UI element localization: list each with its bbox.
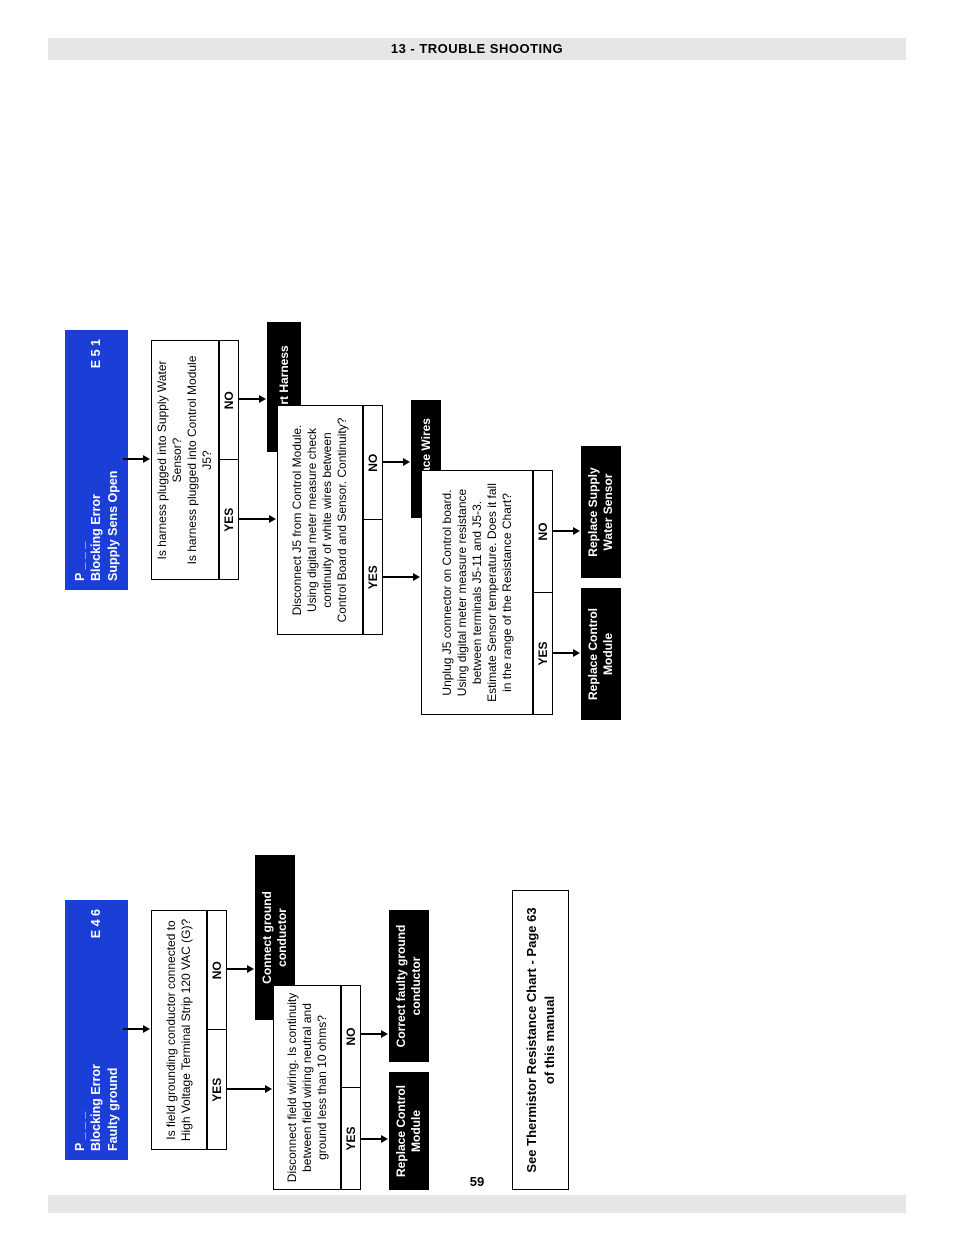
- e46-hdr-line3: Faulty ground: [106, 1068, 120, 1151]
- e51-hdr-line2: Blocking Error: [89, 494, 103, 581]
- e51-header: P _ _ _ Blocking Error E 5 1 Supply Sens…: [65, 330, 128, 590]
- arrowhead-icon: [381, 1031, 388, 1039]
- arrow: [123, 459, 145, 461]
- arrow: [239, 399, 261, 401]
- e51-q2-split: YES NO: [363, 405, 383, 635]
- e51-q1-split: YES NO: [219, 340, 239, 580]
- page-number: 59: [0, 1174, 954, 1189]
- arrow: [383, 462, 405, 464]
- e46-q1: Is field grounding conductor connected t…: [151, 910, 207, 1150]
- arrowhead-icon: [413, 574, 420, 582]
- arrowhead-icon: [259, 396, 266, 404]
- e46-q2-split: YES NO: [341, 985, 361, 1190]
- no-label: NO: [364, 406, 382, 521]
- no-label: NO: [342, 986, 360, 1088]
- e46-correct-ground: Correct faulty ground conductor: [389, 910, 429, 1062]
- e46-hdr-line1: P _ _ _: [73, 1112, 87, 1151]
- yes-label: YES: [208, 1031, 226, 1150]
- e46-header: P _ _ _ Blocking Error E 4 6 Faulty grou…: [65, 900, 128, 1160]
- arrow: [553, 653, 575, 655]
- yes-label: YES: [364, 521, 382, 635]
- e46-replace-module: Replace Control Module: [389, 1072, 429, 1190]
- flowchart-canvas: P _ _ _ Blocking Error E 4 6 Faulty grou…: [57, 90, 897, 1190]
- e51-q2: Disconnect J5 from Control Module. Using…: [277, 405, 363, 635]
- e51-replace-module: Replace Control Module: [581, 588, 621, 720]
- section-header: 13 - TROUBLE SHOOTING: [48, 38, 906, 60]
- arrow: [239, 519, 271, 521]
- arrowhead-icon: [143, 456, 150, 464]
- arrowhead-icon: [403, 459, 410, 467]
- arrow: [361, 1139, 383, 1141]
- e46-hdr-line2: Blocking Error: [89, 1064, 103, 1151]
- arrowhead-icon: [573, 528, 580, 536]
- arrow: [383, 577, 415, 579]
- arrowhead-icon: [269, 516, 276, 524]
- e51-hdr-line3: Supply Sens Open: [106, 471, 120, 581]
- e51-q1: Is harness plugged into Supply Water Sen…: [151, 340, 219, 580]
- e51-code: E 5 1: [88, 339, 104, 368]
- arrowhead-icon: [247, 966, 254, 974]
- e51-q3: Unplug J5 connector on Control board. Us…: [421, 470, 533, 715]
- thermistor-note: See Thermistor Resistance Chart - Page 6…: [512, 890, 569, 1190]
- e51-hdr-line1: P _ _ _: [73, 542, 87, 581]
- arrow: [227, 1089, 267, 1091]
- yes-label: YES: [534, 593, 552, 714]
- page: 13 - TROUBLE SHOOTING P _ _ _ Blocking E…: [0, 0, 954, 1235]
- e46-q1-split: YES NO: [207, 910, 227, 1150]
- arrow: [123, 1029, 145, 1031]
- yes-label: YES: [220, 461, 238, 580]
- arrowhead-icon: [573, 650, 580, 658]
- no-label: NO: [208, 911, 226, 1031]
- arrowhead-icon: [381, 1136, 388, 1144]
- e46-q2: Disconnect field wiring. Is continuity b…: [273, 985, 341, 1190]
- arrowhead-icon: [143, 1026, 150, 1034]
- e51-replace-sensor: Replace Supply Water Sensor: [581, 446, 621, 578]
- e46-code: E 4 6: [88, 909, 104, 938]
- no-label: NO: [534, 471, 552, 593]
- no-label: NO: [220, 341, 238, 461]
- arrowhead-icon: [265, 1086, 272, 1094]
- footer-band: [48, 1195, 906, 1213]
- arrow: [553, 531, 575, 533]
- arrow: [361, 1034, 383, 1036]
- e51-q3-split: YES NO: [533, 470, 553, 715]
- arrow: [227, 969, 249, 971]
